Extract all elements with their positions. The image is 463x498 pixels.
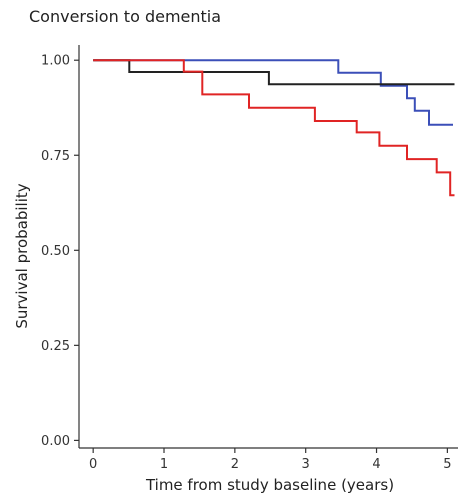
series-line-2 [93,59,455,86]
chart-title: Conversion to dementia [29,7,222,26]
y-tick-label: 1.00 [41,54,70,69]
x-tick-label: 0 [89,457,97,472]
x-axis-label: Time from study baseline (years) [145,476,395,494]
x-tick-label: 1 [160,457,168,472]
x-tick-label: 5 [443,457,451,472]
axes [78,45,458,449]
y-tick-label: 0.00 [41,434,70,449]
y-tick-label: 0.75 [41,149,70,164]
ticks: 0.00 0.25 0.50 0.75 1.00 0 1 2 3 4 5 [41,54,451,472]
series-line-1 [93,59,453,126]
series-line-3 [93,59,455,197]
series-lines [93,59,455,197]
x-tick-label: 2 [231,457,239,472]
x-tick-label: 4 [372,457,380,472]
y-tick-label: 0.50 [41,244,70,259]
x-tick-label: 3 [302,457,310,472]
y-tick-label: 0.25 [41,339,70,354]
